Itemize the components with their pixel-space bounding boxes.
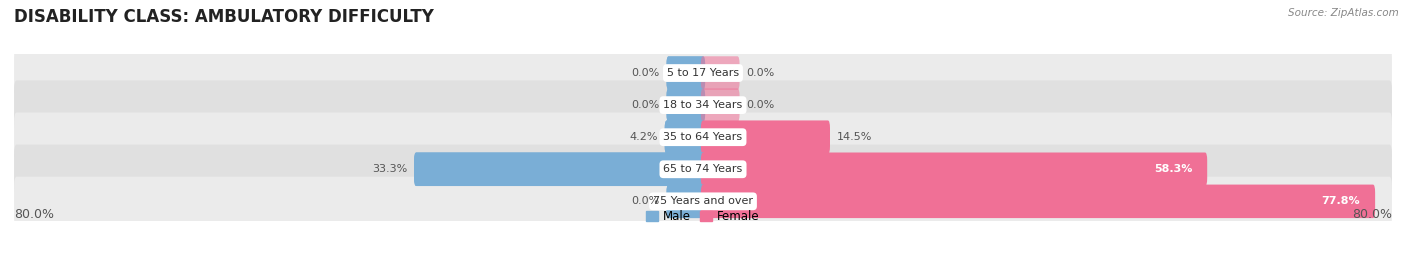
Text: 0.0%: 0.0% — [631, 100, 659, 110]
Legend: Male, Female: Male, Female — [641, 206, 765, 228]
Text: Source: ZipAtlas.com: Source: ZipAtlas.com — [1288, 8, 1399, 18]
Text: 0.0%: 0.0% — [631, 68, 659, 78]
FancyBboxPatch shape — [415, 153, 706, 186]
FancyBboxPatch shape — [665, 121, 706, 154]
Text: 0.0%: 0.0% — [747, 100, 775, 110]
FancyBboxPatch shape — [700, 185, 1375, 218]
Text: 80.0%: 80.0% — [1353, 208, 1392, 221]
Text: 0.0%: 0.0% — [631, 196, 659, 206]
Text: 80.0%: 80.0% — [14, 208, 53, 221]
FancyBboxPatch shape — [665, 121, 706, 154]
Text: 14.5%: 14.5% — [837, 132, 872, 142]
FancyBboxPatch shape — [666, 56, 706, 90]
FancyBboxPatch shape — [14, 48, 1392, 98]
FancyBboxPatch shape — [700, 121, 830, 154]
Text: 58.3%: 58.3% — [1154, 164, 1192, 174]
FancyBboxPatch shape — [700, 153, 1208, 186]
FancyBboxPatch shape — [14, 80, 1392, 130]
FancyBboxPatch shape — [700, 56, 740, 90]
FancyBboxPatch shape — [14, 112, 1392, 162]
Text: 0.0%: 0.0% — [747, 68, 775, 78]
FancyBboxPatch shape — [415, 153, 706, 186]
Text: 65 to 74 Years: 65 to 74 Years — [664, 164, 742, 174]
FancyBboxPatch shape — [666, 185, 706, 218]
Text: 4.2%: 4.2% — [630, 132, 658, 142]
Text: DISABILITY CLASS: AMBULATORY DIFFICULTY: DISABILITY CLASS: AMBULATORY DIFFICULTY — [14, 8, 434, 26]
FancyBboxPatch shape — [14, 177, 1392, 226]
FancyBboxPatch shape — [666, 56, 706, 90]
Text: 5 to 17 Years: 5 to 17 Years — [666, 68, 740, 78]
Text: 18 to 34 Years: 18 to 34 Years — [664, 100, 742, 110]
FancyBboxPatch shape — [666, 88, 706, 122]
Text: 33.3%: 33.3% — [373, 164, 408, 174]
FancyBboxPatch shape — [700, 88, 740, 122]
FancyBboxPatch shape — [14, 144, 1392, 194]
FancyBboxPatch shape — [666, 88, 706, 122]
Text: 77.8%: 77.8% — [1322, 196, 1360, 206]
FancyBboxPatch shape — [666, 185, 706, 218]
Text: 35 to 64 Years: 35 to 64 Years — [664, 132, 742, 142]
Text: 75 Years and over: 75 Years and over — [652, 196, 754, 206]
